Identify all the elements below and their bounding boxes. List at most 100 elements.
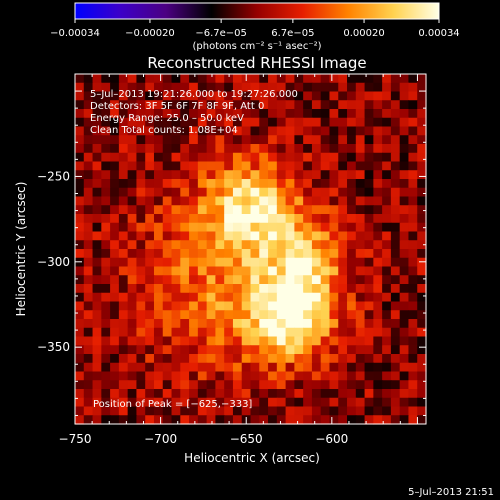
heatmap-pixel bbox=[171, 336, 181, 346]
heatmap-pixel bbox=[303, 135, 313, 145]
heatmap-pixel bbox=[232, 205, 243, 215]
heatmap-pixel bbox=[347, 301, 357, 311]
heatmap-pixel bbox=[250, 126, 260, 136]
heatmap-pixel bbox=[373, 205, 383, 215]
heatmap-pixel bbox=[153, 82, 164, 93]
heatmap-pixel bbox=[101, 187, 111, 198]
heatmap-pixel bbox=[145, 310, 155, 320]
heatmap-pixel bbox=[303, 196, 313, 206]
heatmap-pixel bbox=[127, 397, 138, 408]
heatmap-pixel bbox=[390, 144, 401, 154]
heatmap-pixel bbox=[311, 144, 322, 154]
heatmap-pixel bbox=[250, 187, 260, 198]
heatmap-pixel bbox=[162, 310, 173, 320]
heatmap-pixel bbox=[153, 266, 164, 276]
heatmap-pixel bbox=[101, 144, 111, 154]
heatmap-pixel bbox=[189, 406, 199, 416]
heatmap-pixel bbox=[171, 126, 181, 136]
heatmap-pixel bbox=[355, 126, 366, 136]
heatmap-pixel bbox=[83, 231, 94, 241]
heatmap-pixel bbox=[180, 310, 190, 320]
heatmap-pixel bbox=[92, 126, 102, 136]
heatmap-pixel bbox=[373, 161, 383, 171]
heatmap-pixel bbox=[136, 327, 146, 338]
heatmap-pixel bbox=[276, 354, 287, 364]
heatmap-pixel bbox=[197, 292, 208, 303]
heatmap-pixel bbox=[189, 161, 199, 171]
heatmap-pixel bbox=[311, 266, 322, 276]
heatmap-pixel bbox=[153, 354, 164, 364]
heatmap-pixel bbox=[241, 257, 252, 268]
heatmap-pixel bbox=[373, 100, 383, 110]
heatmap-pixel bbox=[145, 170, 155, 180]
heatmap-pixel bbox=[276, 117, 287, 128]
heatmap-pixel bbox=[206, 144, 217, 154]
heatmap-pixel bbox=[250, 240, 260, 250]
heatmap-pixel bbox=[303, 214, 313, 224]
heatmap-pixel bbox=[241, 389, 252, 399]
heatmap-pixel bbox=[127, 214, 138, 224]
heatmap-pixel bbox=[311, 91, 322, 101]
heatmap-pixel bbox=[171, 406, 181, 416]
heatmap-pixel bbox=[189, 327, 199, 338]
heatmap-pixel bbox=[259, 275, 269, 285]
heatmap-pixel bbox=[259, 91, 269, 101]
heatmap-pixel bbox=[250, 284, 260, 294]
heatmap-pixel bbox=[329, 144, 339, 154]
heatmap-pixel bbox=[83, 336, 94, 346]
heatmap-pixel bbox=[232, 257, 243, 268]
heatmap-pixel bbox=[224, 415, 234, 425]
heatmap-pixel bbox=[162, 152, 173, 163]
heatmap-pixel bbox=[320, 196, 331, 206]
heatmap-pixel bbox=[347, 170, 357, 180]
heatmap-pixel bbox=[329, 327, 339, 338]
heatmap-pixel bbox=[417, 397, 427, 408]
heatmap-pixel bbox=[92, 406, 102, 416]
heatmap-pixel bbox=[268, 179, 278, 189]
heatmap-pixel bbox=[101, 214, 111, 224]
heatmap-pixel bbox=[268, 380, 278, 390]
heatmap-pixel bbox=[390, 275, 401, 285]
heatmap-pixel bbox=[311, 327, 322, 338]
heatmap-pixel bbox=[364, 214, 374, 224]
heatmap-pixel bbox=[197, 284, 208, 294]
heatmap-pixel bbox=[92, 187, 102, 198]
heatmap-pixel bbox=[276, 275, 287, 285]
heatmap-pixel bbox=[373, 231, 383, 241]
heatmap-pixel bbox=[382, 100, 392, 110]
heatmap-pixel bbox=[399, 240, 410, 250]
heatmap-pixel bbox=[320, 380, 331, 390]
heatmap-pixel bbox=[347, 161, 357, 171]
heatmap-pixel bbox=[110, 301, 120, 311]
heatmap-pixel bbox=[118, 117, 129, 128]
heatmap-pixel bbox=[101, 336, 111, 346]
heatmap-pixel bbox=[329, 109, 339, 119]
heatmap-pixel bbox=[320, 336, 331, 346]
heatmap-pixel bbox=[75, 170, 85, 180]
heatmap-pixel bbox=[101, 257, 111, 268]
heatmap-pixel bbox=[101, 415, 111, 425]
heatmap-pixel bbox=[110, 345, 120, 355]
heatmap-pixel bbox=[329, 205, 339, 215]
heatmap-pixel bbox=[118, 275, 129, 285]
heatmap-pixel bbox=[285, 301, 295, 311]
heatmap-pixel bbox=[355, 91, 366, 101]
heatmap-pixel bbox=[259, 389, 269, 399]
heatmap-pixel bbox=[364, 144, 374, 154]
heatmap-pixel bbox=[338, 284, 348, 294]
heatmap-pixel bbox=[259, 205, 269, 215]
heatmap-pixel bbox=[399, 196, 410, 206]
heatmap-pixel bbox=[355, 179, 366, 189]
heatmap-pixel bbox=[241, 117, 252, 128]
heatmap-pixel bbox=[101, 240, 111, 250]
heatmap-pixel bbox=[145, 187, 155, 198]
heatmap-pixel bbox=[215, 319, 225, 329]
heatmap-pixel bbox=[197, 240, 208, 250]
heatmap-pixel bbox=[171, 196, 181, 206]
heatmap-pixel bbox=[390, 257, 401, 268]
heatmap-pixel bbox=[276, 266, 287, 276]
heatmap-pixel bbox=[329, 301, 339, 311]
heatmap-pixel bbox=[250, 415, 260, 425]
heatmap-pixel bbox=[232, 362, 243, 373]
heatmap-pixel bbox=[75, 406, 85, 416]
